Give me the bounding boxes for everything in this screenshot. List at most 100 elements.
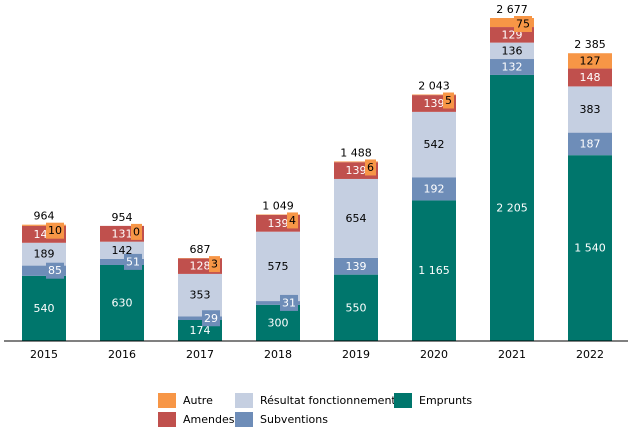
legend-swatch-emprunts xyxy=(394,392,412,408)
total-label-2019: 1 488 xyxy=(340,146,372,159)
bar-subventions-2021 xyxy=(490,59,534,75)
legend: Autre Résultat fonctionnement Emprunts A… xyxy=(158,392,478,432)
bar-subventions-2020 xyxy=(412,177,456,201)
legend-item-emprunts: Emprunts xyxy=(394,392,472,408)
legend-label-emprunts: Emprunts xyxy=(419,393,473,407)
data-label-autre-2016: 0 xyxy=(133,225,140,238)
x-tick-label-2017: 2017 xyxy=(186,348,214,361)
data-label-emprunts-2018: 300 xyxy=(268,316,289,329)
x-tick-label-2020: 2020 xyxy=(420,348,448,361)
data-label-subventions-2019: 139 xyxy=(346,260,367,273)
data-label-subventions-2018: 31 xyxy=(282,296,296,309)
data-label-resultat-fonctionnement-2018: 575 xyxy=(268,260,289,273)
bar-autre-2021 xyxy=(490,18,534,28)
data-label-subventions-2016: 51 xyxy=(126,255,140,268)
data-label-amendes-2022: 148 xyxy=(580,71,601,84)
x-tick-labels: 2015 2016 2017 2018 2019 2020 2021 2022 xyxy=(30,348,604,361)
data-label-emprunts-2019: 550 xyxy=(346,301,367,314)
bar-resultat-fonctionnement-2021 xyxy=(490,42,534,60)
data-label-resultat-fonctionnement-2016: 142 xyxy=(112,244,133,257)
bar-resultat-fonctionnement-2015 xyxy=(22,242,66,266)
bar-emprunts-2022 xyxy=(568,155,612,341)
data-label-emprunts-2021: 2 205 xyxy=(496,201,528,214)
x-tick-label-2021: 2021 xyxy=(498,348,526,361)
total-label-2016: 954 xyxy=(112,211,133,224)
bar-resultat-fonctionnement-2020 xyxy=(412,111,456,178)
bar-subventions-2018 xyxy=(256,301,300,305)
bar-emprunts-2016 xyxy=(100,264,144,341)
label-bg-autre-2016 xyxy=(131,223,142,240)
total-label-2022: 2 385 xyxy=(574,38,606,51)
data-label-amendes-2016: 131 xyxy=(112,227,133,240)
legend-swatch-subventions xyxy=(235,411,253,427)
total-label-2018: 1 049 xyxy=(262,199,294,212)
data-label-autre-2022: 127 xyxy=(580,54,601,67)
data-label-subventions-2015: 85 xyxy=(48,264,62,277)
bar-resultat-fonctionnement-2019 xyxy=(334,178,378,258)
data-label-emprunts-2015: 540 xyxy=(34,302,55,315)
data-label-resultat-fonctionnement-2017: 353 xyxy=(190,289,211,302)
label-bg-subventions-2017 xyxy=(202,310,220,327)
data-label-emprunts-2016: 630 xyxy=(112,296,133,309)
data-label-autre-2019: 6 xyxy=(367,161,374,174)
data-label-amendes-2018: 139 xyxy=(268,217,289,230)
x-tick-label-2015: 2015 xyxy=(30,348,58,361)
bar-emprunts-2020 xyxy=(412,200,456,341)
label-bg-subventions-2015 xyxy=(46,262,64,279)
legend-label-amendes: Amendes xyxy=(183,412,235,426)
legend-label-subventions: Subventions xyxy=(260,412,328,426)
bar-autre-2019 xyxy=(334,161,378,163)
data-label-autre-2018: 4 xyxy=(289,214,296,227)
bar-subventions-2017 xyxy=(178,316,222,321)
data-label-amendes-2020: 139 xyxy=(424,97,445,110)
legend-swatch-amendes xyxy=(158,411,176,427)
legend-item-resultat-fonctionnement: Résultat fonctionnement xyxy=(235,392,396,408)
label-bg-subventions-2016 xyxy=(124,253,142,270)
data-label-autre-2021: 75 xyxy=(516,18,530,31)
legend-item-subventions: Subventions xyxy=(235,411,328,427)
data-label-amendes-2019: 139 xyxy=(346,164,367,177)
legend-swatch-autre xyxy=(158,392,176,408)
label-bg-autre-2019 xyxy=(365,159,376,176)
bar-autre-2022 xyxy=(568,53,612,69)
bar-autre-2015 xyxy=(22,224,66,226)
label-bg-autre-2018 xyxy=(287,212,298,229)
data-label-autre-2020: 5 xyxy=(445,94,452,107)
data-label-autre-2015: 10 xyxy=(48,224,62,237)
legend-swatch-resultat-fonctionnement xyxy=(235,392,253,408)
bar-emprunts-2021 xyxy=(490,74,534,341)
total-label-2017: 687 xyxy=(190,243,211,256)
bar-subventions-2015 xyxy=(22,265,66,276)
data-label-subventions-2020: 192 xyxy=(424,182,445,195)
bar-subventions-2022 xyxy=(568,132,612,156)
bar-emprunts-2019 xyxy=(334,274,378,341)
x-tick-label-2018: 2018 xyxy=(264,348,292,361)
data-label-emprunts-2017: 174 xyxy=(190,324,211,337)
x-tick-label-2016: 2016 xyxy=(108,348,136,361)
data-label-emprunts-2022: 1 540 xyxy=(574,242,606,255)
x-tick-label-2019: 2019 xyxy=(342,348,370,361)
total-label-2021: 2 677 xyxy=(496,3,528,16)
data-label-resultat-fonctionnement-2019: 654 xyxy=(346,212,367,225)
data-label-resultat-fonctionnement-2015: 189 xyxy=(34,248,55,261)
bar-autre-2020 xyxy=(412,94,456,96)
label-bg-autre-2017 xyxy=(209,256,220,273)
data-label-autre-2017: 3 xyxy=(211,258,218,271)
bar-emprunts-2015 xyxy=(22,275,66,341)
data-label-resultat-fonctionnement-2021: 136 xyxy=(502,44,523,57)
bar-resultat-fonctionnement-2022 xyxy=(568,86,612,133)
bar-amendes-2022 xyxy=(568,68,612,87)
data-label-amendes-2017: 128 xyxy=(190,260,211,273)
data-label-resultat-fonctionnement-2022: 383 xyxy=(580,103,601,116)
bar-resultat-fonctionnement-2018 xyxy=(256,231,300,302)
label-bg-autre-2021 xyxy=(514,16,532,32)
data-label-subventions-2022: 187 xyxy=(580,137,601,150)
data-label-resultat-fonctionnement-2020: 542 xyxy=(424,138,445,151)
total-label-2020: 2 043 xyxy=(418,79,450,92)
bar-subventions-2019 xyxy=(334,257,378,275)
data-label-subventions-2017: 29 xyxy=(204,312,218,325)
total-label-2015: 964 xyxy=(34,210,55,223)
label-bg-autre-2020 xyxy=(443,92,454,109)
